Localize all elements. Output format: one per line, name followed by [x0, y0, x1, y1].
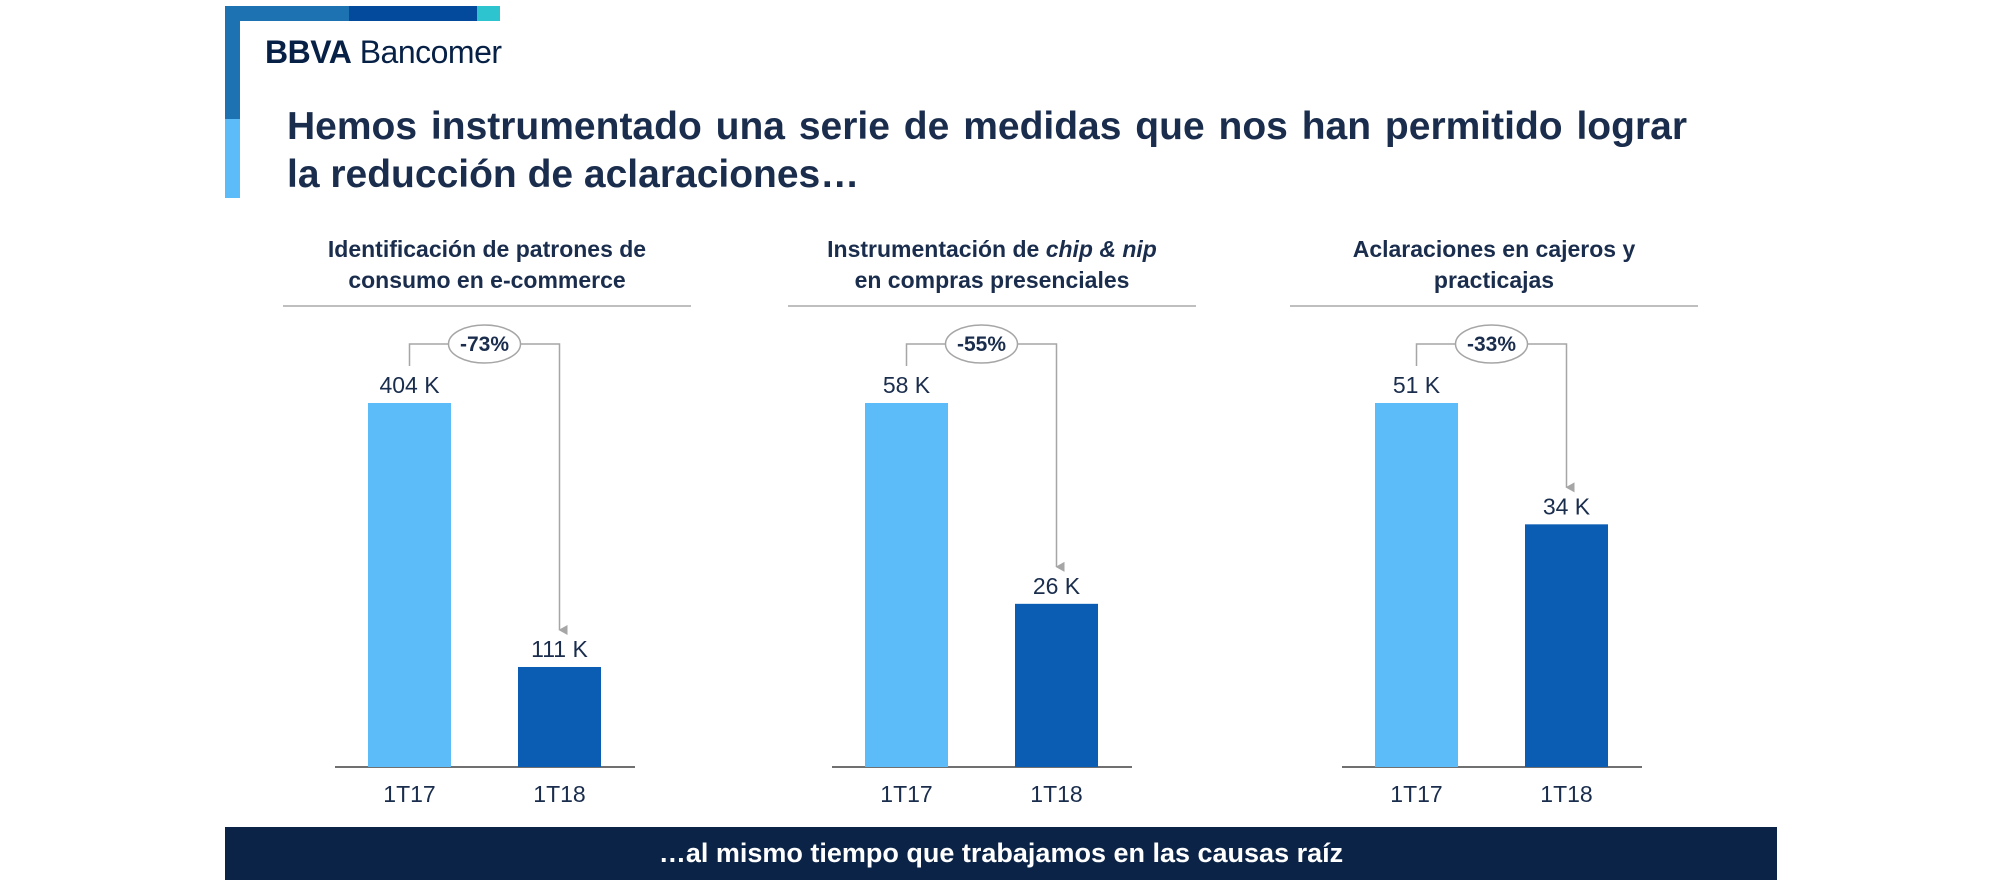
side-stripe-top — [225, 6, 240, 119]
chart-1-value-label-1T17: 404 K — [379, 372, 440, 398]
chart-3-change-label: -33% — [1467, 333, 1516, 356]
chart-1-change-badge — [447, 324, 522, 364]
chart-3-value-label-1T18: 34 K — [1543, 493, 1591, 519]
chart-2-value-label-1T17: 58 K — [883, 372, 931, 398]
chart-2-value-label-1T18: 26 K — [1033, 573, 1081, 599]
chart-1-bar-1T17 — [368, 403, 451, 767]
panel-title-1-line1: Identificación de patrones de — [327, 236, 647, 262]
top-stripe-1 — [225, 6, 349, 21]
chart-2-bar-1T18 — [1015, 603, 1098, 767]
panel-rule-2 — [788, 305, 1196, 307]
chart-3-bar-1T17 — [1375, 403, 1458, 767]
panel-title-1-line2: consumo en e-commerce — [348, 267, 626, 293]
chart-1-category-label-1T18: 1T18 — [533, 781, 585, 807]
chart-1-value-label-1T18: 111 K — [531, 636, 588, 662]
panel-title-2-line1-pre: Instrumentación de — [827, 236, 1046, 262]
chart-1-change-label: -73% — [460, 333, 509, 356]
top-stripe-3 — [477, 6, 500, 21]
brand-logo-bold: BBVA — [265, 34, 352, 70]
chart-3-bar-1T18 — [1525, 524, 1608, 767]
chart-2-category-label-1T17: 1T17 — [880, 781, 932, 807]
chart-3-value-label-1T17: 51 K — [1393, 372, 1441, 398]
panel-title-2: Instrumentación de chip & nip en compras… — [788, 234, 1196, 296]
chart-2-bar-1T17 — [865, 403, 948, 767]
chart-3-category-label-1T17: 1T17 — [1390, 781, 1442, 807]
brand-logo-light: Bancomer — [351, 34, 502, 70]
chart-2-change-label: -55% — [957, 333, 1006, 356]
chart-3-change-badge — [1454, 324, 1529, 364]
panel-title-3-line2: practicajas — [1433, 267, 1555, 293]
chart-3-category-label-1T18: 1T18 — [1540, 781, 1592, 807]
chart-2-category-label-1T18: 1T18 — [1030, 781, 1082, 807]
panel-title-2-line2: en compras presenciales — [854, 267, 1130, 293]
page-title: Hemos instrumentado una serie de medidas… — [287, 105, 1687, 196]
panel-title-3-line1: Aclaraciones en cajeros y — [1352, 236, 1636, 262]
panel-title-2-line1-em: chip & nip — [1045, 236, 1157, 262]
panel-title-1: Identificación de patrones de consumo en… — [283, 234, 691, 296]
footer-banner: …al mismo tiempo que trabajamos en las c… — [225, 827, 1777, 880]
side-stripe-bottom — [225, 119, 240, 198]
chart-1-category-label-1T17: 1T17 — [383, 781, 435, 807]
chart-2-change-badge — [944, 324, 1019, 364]
panel-rule-3 — [1290, 305, 1698, 307]
brand-logo: BBVA Bancomer — [265, 34, 502, 71]
panel-title-3: Aclaraciones en cajeros y practicajas — [1290, 234, 1698, 296]
panel-rule-1 — [283, 305, 691, 307]
top-stripe-2 — [349, 6, 477, 21]
chart-1-bar-1T18 — [518, 666, 601, 767]
